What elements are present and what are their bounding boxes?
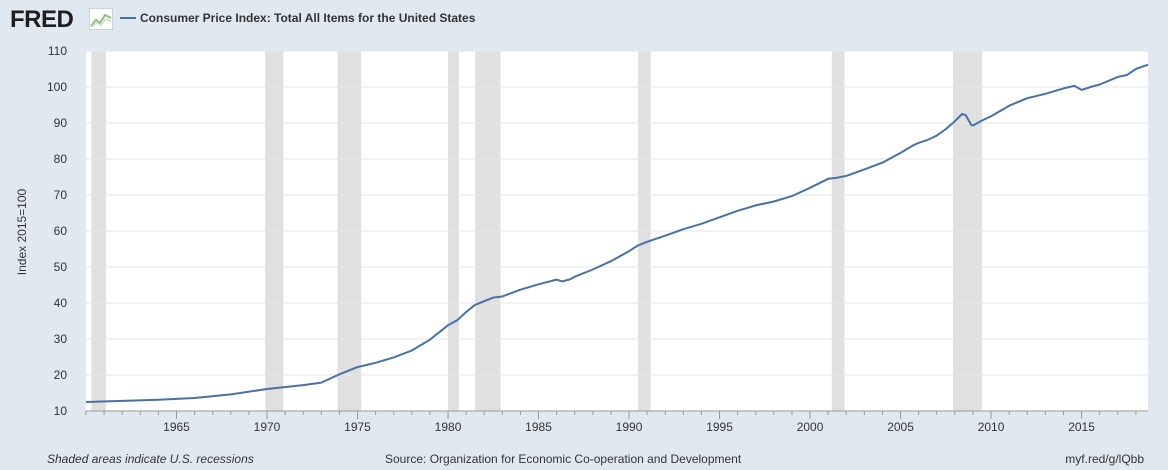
x-tick-label-1965: 1965 [163, 420, 190, 434]
y-tick-label-80: 80 [54, 152, 68, 166]
fred-logo-graph-icon [89, 8, 113, 30]
y-tick-label-110: 110 [48, 44, 67, 58]
y-tick-label-10: 10 [54, 404, 68, 418]
x-tick-label-2015: 2015 [1068, 420, 1095, 434]
y-tick-label-100: 100 [47, 80, 67, 94]
chart-header: FRED Consumer Price Index: Total All Ite… [0, 0, 1168, 40]
y-tick-label-90: 90 [54, 116, 68, 130]
x-tick-label-2010: 2010 [978, 420, 1005, 434]
source-text: Source: Organization for Economic Co-ope… [385, 452, 742, 466]
y-tick-label-40: 40 [54, 296, 68, 310]
legend-series-swatch [120, 17, 136, 19]
y-axis-ticks: 10 20 30 40 50 60 70 80 90 100 110 [47, 44, 67, 418]
x-tick-label-1970: 1970 [254, 420, 281, 434]
y-tick-label-70: 70 [54, 188, 68, 202]
y-tick-label-50: 50 [54, 260, 68, 274]
x-tick-label-2005: 2005 [887, 420, 914, 434]
y-tick-label-60: 60 [54, 224, 68, 238]
series-line-cpi[interactable] [85, 63, 1149, 403]
y-tick-label-20: 20 [54, 368, 68, 382]
x-tick-label-1995: 1995 [706, 420, 733, 434]
short-link[interactable]: myf.red/g/lQbb [1065, 452, 1144, 466]
y-tick-label-30: 30 [54, 332, 68, 346]
legend-series-label[interactable]: Consumer Price Index: Total All Items fo… [140, 11, 476, 25]
x-tick-label-1985: 1985 [525, 420, 552, 434]
fred-logo[interactable]: FRED [10, 6, 74, 33]
x-axis-ticks: 1965 1970 1975 1980 1985 1990 1995 2000 2005 2010… [85, 411, 1137, 434]
x-tick-label-1975: 1975 [344, 420, 371, 434]
recession-note: Shaded areas indicate U.S. recessions [47, 452, 254, 466]
legend: Consumer Price Index: Total All Items fo… [120, 11, 475, 25]
x-tick-label-1980: 1980 [435, 420, 462, 434]
x-tick-label-1990: 1990 [616, 420, 643, 434]
x-tick-label-2000: 2000 [797, 420, 824, 434]
